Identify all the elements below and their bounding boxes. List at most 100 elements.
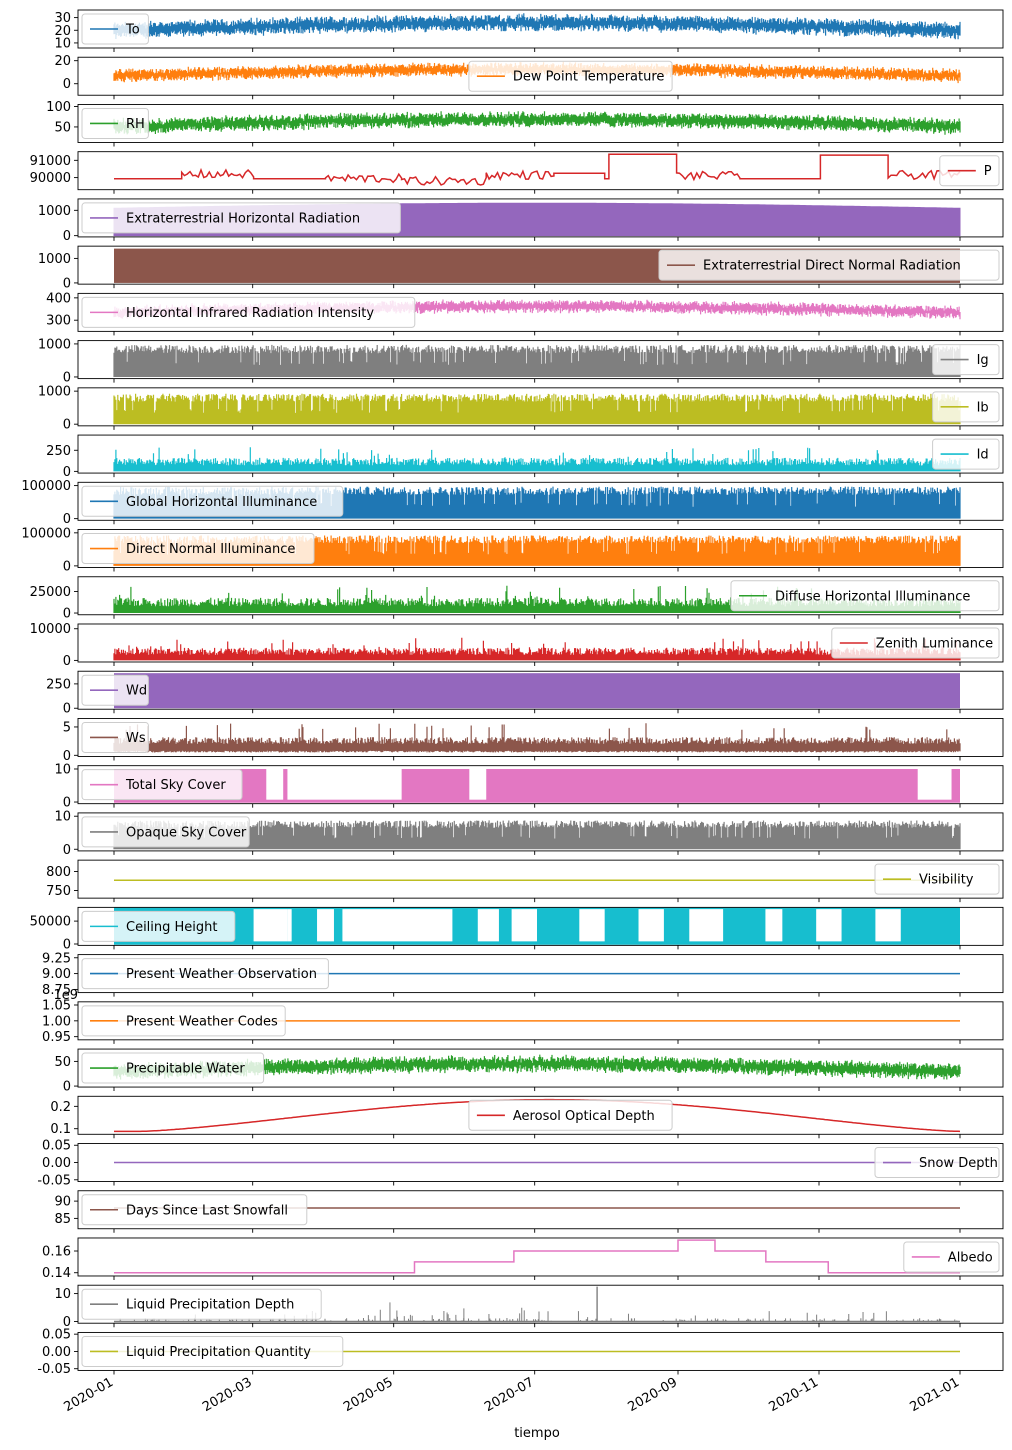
legend-box <box>81 910 236 942</box>
legend: Ig <box>932 344 1000 376</box>
series-line <box>113 111 961 135</box>
legend: Zenith Luminance <box>831 627 1000 659</box>
series-gap <box>638 907 664 942</box>
y-tick-label: 1000 <box>38 385 71 400</box>
y-tick-label: 50 <box>54 120 71 135</box>
legend: Horizontal Infrared Radiation Intensity <box>81 296 416 328</box>
legend-label: Extraterrestrial Direct Normal Radiation <box>703 259 961 274</box>
y-tick-label: 90 <box>54 1195 71 1210</box>
legend: To <box>81 13 149 45</box>
y-tick-label: 0 <box>63 607 71 622</box>
legend: Snow Depth <box>874 1147 1000 1179</box>
legend: Liquid Precipitation Quantity <box>81 1335 344 1367</box>
legend-label: Present Weather Observation <box>126 967 317 982</box>
y-tick-label: 0 <box>63 796 71 811</box>
axis-offset-label: 1e9 <box>53 988 78 1003</box>
y-tick-label: 0 <box>63 276 71 291</box>
y-tick-label: -0.05 <box>37 1362 71 1377</box>
series-line <box>114 1239 960 1274</box>
y-tick-label: 10 <box>54 810 71 825</box>
panel-ig: 0 1000 Ig <box>38 337 1004 385</box>
y-tick-label: 90000 <box>30 171 71 186</box>
legend-box <box>81 1194 308 1226</box>
axes-frame <box>77 1048 1004 1088</box>
series-gap <box>287 907 292 942</box>
panel-diffuse-horizontal-illuminance: 0 25000 Diffuse Horizontal Illuminance <box>30 576 1004 622</box>
y-tick-label: 20 <box>54 54 71 69</box>
y-tick-label: 0 <box>63 229 71 244</box>
y-tick-label: 0.2 <box>50 1100 71 1115</box>
series-gap <box>765 907 783 942</box>
legend-label: Ig <box>977 353 989 368</box>
series-gap <box>875 907 901 942</box>
legend: Global Horizontal Illuminance <box>81 485 344 517</box>
legend-box <box>81 485 344 517</box>
series-line <box>113 447 961 472</box>
x-tick-label: 2021-01 <box>907 1375 962 1415</box>
panel-albedo: 0.14 0.16 Albedo <box>42 1237 1004 1281</box>
series-gap <box>317 907 334 942</box>
y-tick-label: 100 <box>46 100 71 115</box>
legend-box <box>81 533 315 565</box>
legend-box <box>874 863 1000 895</box>
y-tick-label: 20 <box>54 24 71 39</box>
series-line <box>113 723 961 753</box>
legend-label: Id <box>977 448 989 463</box>
panel-visibility: 750 800 Visibility <box>46 859 1004 903</box>
axes-frame <box>77 859 1004 899</box>
panel-extraterrestrial-horizontal-radiation: 0 1000 Extraterrestrial Horizontal Radiati… <box>38 198 1004 244</box>
legend: Ib <box>932 391 1000 423</box>
y-tick-label: 0.05 <box>42 1328 71 1343</box>
series-line <box>113 111 961 135</box>
y-tick-label: 9.00 <box>42 967 71 982</box>
legend-label: Total Sky Cover <box>125 778 226 793</box>
legend-box <box>831 627 1000 659</box>
y-tick-label: 300 <box>46 314 71 329</box>
legend: P <box>939 155 1000 187</box>
y-tick-label: 1000 <box>38 252 71 267</box>
y-tick-label: -0.05 <box>37 1173 71 1188</box>
y-tick-label: 0.1 <box>50 1122 71 1137</box>
axes-frame <box>77 292 1004 332</box>
legend: Albedo <box>903 1241 1000 1273</box>
axes-frame <box>77 718 1004 757</box>
legend-label: Visibility <box>919 873 974 888</box>
axes-frame <box>77 434 1004 474</box>
series-line <box>114 153 961 186</box>
axes-frame <box>77 1237 1004 1277</box>
legend-label: Extraterrestrial Horizontal Radiation <box>126 211 360 226</box>
panel-direct-normal-illuminance: 0 100000 Direct Normal Illuminance <box>21 526 1004 574</box>
axes-frame <box>77 1284 1004 1324</box>
y-tick-label: 0 <box>63 1080 71 1095</box>
panel-precipitable-water: 0 50 Precipitable Water <box>54 1048 1004 1095</box>
x-tick-label: 2020-05 <box>341 1375 396 1415</box>
y-tick-label: 85 <box>54 1212 71 1227</box>
y-tick-label: 10 <box>54 762 71 777</box>
y-tick-label: 0 <box>63 702 71 717</box>
legend-box <box>903 1241 1000 1273</box>
panel-ib: 0 1000 Ib <box>38 385 1004 433</box>
legend: Ws <box>81 721 149 753</box>
axes-frame <box>77 340 1004 380</box>
legend-label: Horizontal Infrared Radiation Intensity <box>126 306 374 321</box>
y-tick-label: 0.00 <box>42 1345 71 1360</box>
legend-label: Ib <box>977 400 989 415</box>
axes-frame <box>77 670 1004 710</box>
legend-label: Snow Depth <box>919 1156 998 1171</box>
y-tick-label: 750 <box>46 884 71 899</box>
panel-opaque-sky-cover: 0 10 Opaque Sky Cover <box>54 810 1004 858</box>
axes-frame <box>77 576 1004 616</box>
axes-frame <box>77 151 1004 191</box>
series-gap <box>689 907 724 942</box>
panel-dew-point-temperature: 0 20 Dew Point Temperature <box>54 54 1004 100</box>
y-tick-label: 1000 <box>38 204 71 219</box>
panel-snow-depth: -0.05 0.00 0.05 Snow Depth <box>37 1139 1004 1188</box>
axes-frame <box>77 56 1004 96</box>
y-tick-label: 250 <box>46 677 71 692</box>
legend-label: Liquid Precipitation Quantity <box>126 1345 311 1360</box>
y-tick-label: 0.95 <box>42 1030 71 1045</box>
panel-liquid-precipitation-depth: 0 10 Liquid Precipitation Depth <box>54 1284 1004 1330</box>
axes-frame <box>77 1095 1004 1135</box>
axes-frame <box>77 387 1004 427</box>
